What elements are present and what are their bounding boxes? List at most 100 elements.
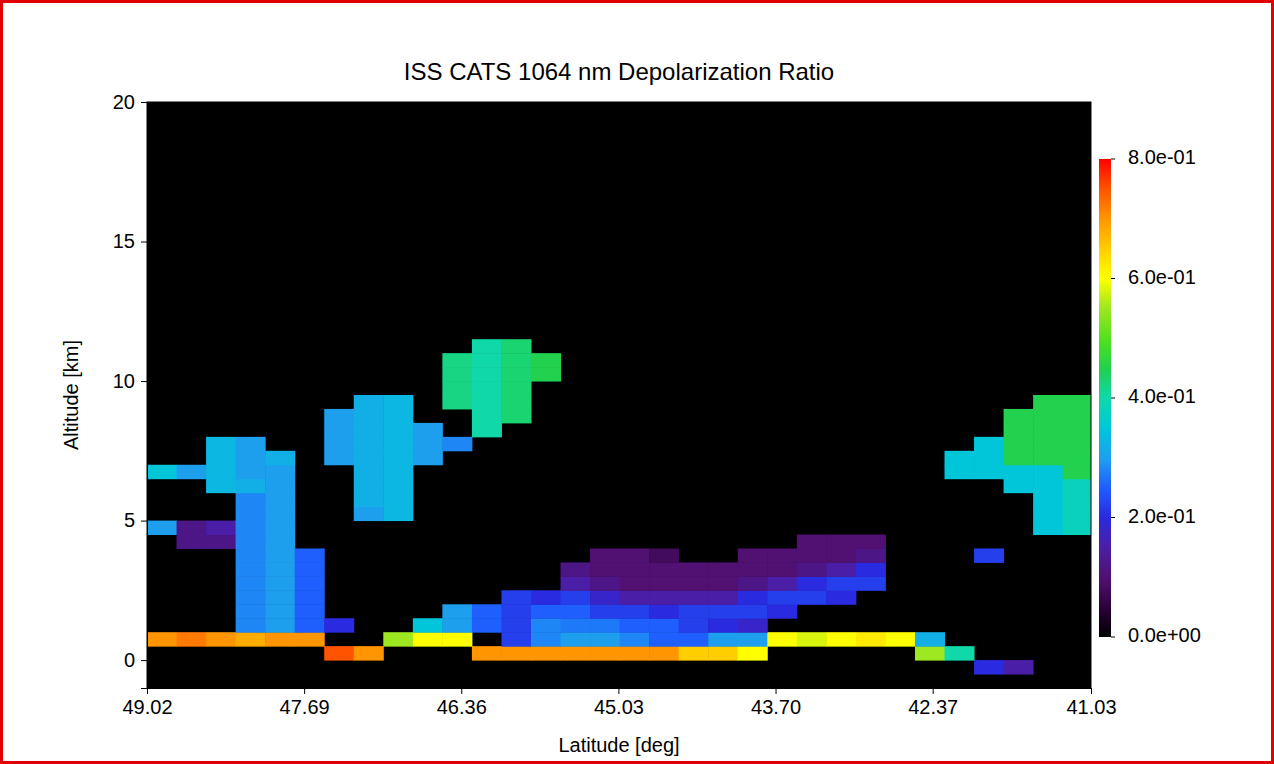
heatmap-cell bbox=[767, 548, 797, 562]
y-axis-line bbox=[141, 103, 148, 689]
heatmap-cell bbox=[265, 604, 295, 618]
heatmap-cell bbox=[590, 590, 620, 604]
heatmap-cell bbox=[826, 548, 856, 562]
heatmap-cell bbox=[501, 646, 531, 660]
heatmap-cell bbox=[767, 576, 797, 590]
heatmap-cell bbox=[649, 562, 679, 576]
heatmap-cell bbox=[177, 465, 207, 479]
heatmap-cell bbox=[295, 632, 325, 646]
heatmap-cell bbox=[856, 548, 886, 562]
heatmap-cell bbox=[236, 437, 266, 451]
heatmap-cell bbox=[679, 618, 709, 632]
y-tick-mark bbox=[141, 381, 147, 382]
heatmap-cell bbox=[738, 646, 768, 660]
y-tick: 15 bbox=[113, 230, 147, 252]
x-tick-label: 41.03 bbox=[1066, 696, 1116, 718]
heatmap-cell bbox=[236, 604, 266, 618]
heatmap-cell bbox=[620, 618, 650, 632]
heatmap-cell bbox=[708, 632, 738, 646]
heatmap-cell bbox=[236, 632, 266, 646]
plot-background bbox=[147, 102, 1091, 688]
heatmap-cell bbox=[413, 423, 443, 437]
heatmap-cell bbox=[383, 632, 413, 646]
heatmap-cell bbox=[206, 521, 236, 535]
heatmap-cell bbox=[383, 395, 413, 409]
heatmap-cell bbox=[561, 576, 591, 590]
heatmap-cell bbox=[1033, 409, 1063, 423]
heatmap-cell bbox=[295, 576, 325, 590]
y-tick-mark bbox=[141, 102, 147, 103]
x-tick-mark bbox=[933, 688, 934, 694]
heatmap-cell bbox=[590, 562, 620, 576]
heatmap-cell bbox=[738, 590, 768, 604]
heatmap-cell bbox=[1033, 395, 1063, 409]
y-tick-label: 0 bbox=[124, 649, 135, 671]
heatmap-cell bbox=[915, 646, 945, 660]
heatmap-cell bbox=[501, 632, 531, 646]
heatmap-cell bbox=[383, 409, 413, 423]
heatmap-cell bbox=[738, 632, 768, 646]
heatmap-cell bbox=[738, 604, 768, 618]
heatmap-cell bbox=[236, 562, 266, 576]
heatmap-cell bbox=[767, 604, 797, 618]
heatmap-cell bbox=[1004, 465, 1034, 479]
heatmap-cell bbox=[708, 618, 738, 632]
heatmap-cell bbox=[797, 548, 827, 562]
x-tick: 46.36 bbox=[437, 688, 487, 718]
y-tick: 10 bbox=[113, 370, 147, 392]
colorbar-ticks: 0.0e+002.0e-014.0e-016.0e-018.0e-01 bbox=[1111, 146, 1201, 646]
heatmap-cell bbox=[354, 465, 384, 479]
heatmap-cell bbox=[826, 562, 856, 576]
heatmap-cell bbox=[295, 604, 325, 618]
heatmap-cell bbox=[679, 604, 709, 618]
heatmap-cell bbox=[206, 632, 236, 646]
heatmap-cell bbox=[354, 646, 384, 660]
heatmap-cell bbox=[531, 646, 561, 660]
heatmap-cell bbox=[944, 646, 974, 660]
heatmap-cell bbox=[265, 507, 295, 521]
heatmap-cell bbox=[738, 548, 768, 562]
heatmap-cell bbox=[1033, 423, 1063, 437]
colorbar-tick-mark bbox=[1111, 278, 1115, 279]
heatmap-cell bbox=[236, 576, 266, 590]
heatmap-cell bbox=[767, 632, 797, 646]
x-tick: 42.37 bbox=[908, 688, 958, 718]
heatmap-cell bbox=[1063, 465, 1091, 479]
y-tick-label: 5 bbox=[124, 509, 135, 531]
heatmap-cell bbox=[206, 437, 236, 451]
heatmap-cell bbox=[265, 548, 295, 562]
x-axis: 49.0247.6946.3645.0343.7042.3741.03 bbox=[122, 688, 1116, 718]
heatmap-cell bbox=[1004, 451, 1034, 465]
heatmap-cell bbox=[354, 493, 384, 507]
heatmap-cell bbox=[649, 590, 679, 604]
heatmap-cell bbox=[177, 535, 207, 549]
y-tick-mark bbox=[141, 660, 147, 661]
heatmap-cell bbox=[649, 604, 679, 618]
heatmap-cell bbox=[472, 367, 502, 381]
heatmap-cell bbox=[649, 632, 679, 646]
heatmap-cell bbox=[620, 590, 650, 604]
heatmap-cell bbox=[501, 590, 531, 604]
heatmap-cell bbox=[236, 493, 266, 507]
x-axis-title: Latitude [deg] bbox=[558, 734, 679, 756]
heatmap-cell bbox=[265, 576, 295, 590]
heatmap-cell bbox=[354, 479, 384, 493]
heatmap-cell bbox=[856, 632, 886, 646]
heatmap-cell bbox=[1033, 521, 1063, 535]
heatmap-cell bbox=[206, 479, 236, 493]
heatmap-cell bbox=[561, 604, 591, 618]
heatmap-cell bbox=[1004, 437, 1034, 451]
colorbar-tick-mark bbox=[1111, 637, 1115, 638]
colorbar-tick-mark bbox=[1111, 398, 1115, 399]
heatmap-cell bbox=[265, 465, 295, 479]
heatmap-cell bbox=[472, 618, 502, 632]
heatmap-cell bbox=[738, 576, 768, 590]
heatmap-cell bbox=[442, 395, 472, 409]
colorbar bbox=[1099, 159, 1111, 637]
heatmap-cell bbox=[501, 339, 531, 353]
heatmap-cell bbox=[767, 590, 797, 604]
x-tick-label: 42.37 bbox=[908, 696, 958, 718]
heatmap-cell bbox=[442, 632, 472, 646]
x-axis-line bbox=[148, 689, 1092, 695]
heatmap-cell bbox=[944, 465, 974, 479]
